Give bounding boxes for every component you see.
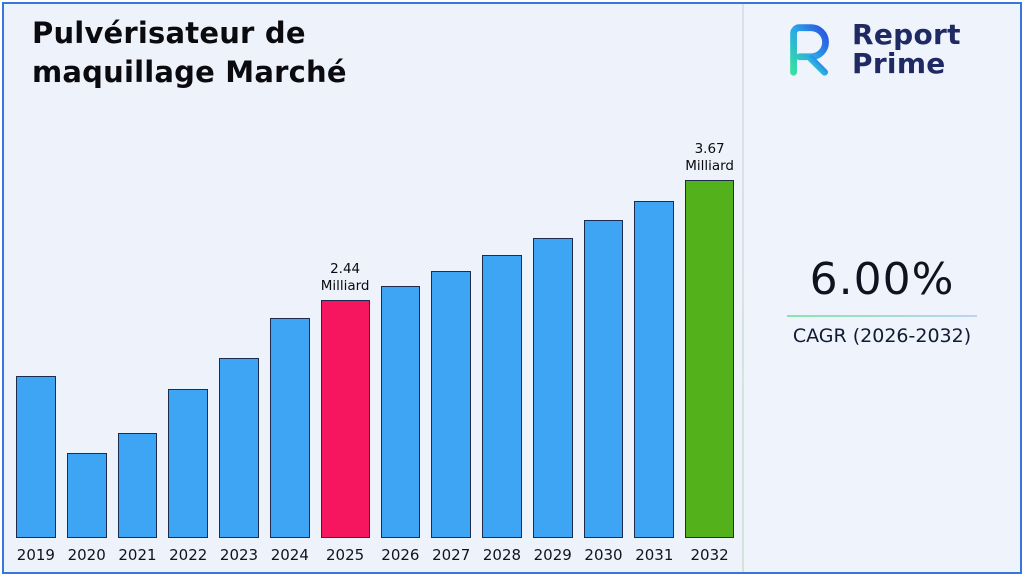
cagr-value: 6.00% <box>809 254 955 305</box>
bar-column-2024: 2024 <box>269 116 310 564</box>
bar-2026 <box>380 286 421 538</box>
cagr-block: 6.00% CAGR (2026-2032) <box>744 254 1020 347</box>
x-axis-label-2031: 2031 <box>635 546 674 564</box>
bar-value-label-2032: 3.67 Milliard <box>685 140 734 175</box>
cagr-label: CAGR (2026-2032) <box>792 325 972 347</box>
bar-column-2026: 2026 <box>380 116 421 564</box>
x-axis-label-2021: 2021 <box>118 546 157 564</box>
bar-column-2021: 2021 <box>117 116 158 564</box>
bar-2027 <box>431 271 472 538</box>
x-axis-label-2022: 2022 <box>169 546 208 564</box>
bar-column-2019: 2019 <box>16 116 56 564</box>
x-axis-label-2019: 2019 <box>16 546 55 564</box>
bar-2019 <box>16 376 56 538</box>
bar-column-2023: 2023 <box>219 116 259 564</box>
report-prime-logo: Report Prime <box>780 18 961 80</box>
bar-column-2028: 2028 <box>482 116 522 564</box>
bar-2029 <box>532 238 573 538</box>
x-axis-label-2028: 2028 <box>482 546 522 564</box>
bar-column-2030: 2030 <box>583 116 624 564</box>
report-prime-logo-text: Report Prime <box>852 17 961 80</box>
x-axis-label-2020: 2020 <box>67 546 106 564</box>
x-axis-label-2027: 2027 <box>432 546 471 564</box>
bar-2030 <box>583 220 624 538</box>
market-bar-chart: 2019 2020 2021 2022 2023 2024 2.44 Milliard 2025… <box>16 116 734 564</box>
report-prime-logo-icon <box>790 24 829 76</box>
bar-2025 <box>320 300 370 538</box>
bar-2020 <box>66 453 107 538</box>
x-axis-label-2026: 2026 <box>381 546 420 564</box>
bar-column-2029: 2029 <box>532 116 573 564</box>
bar-2022 <box>168 389 209 538</box>
cagr-underline <box>787 315 977 317</box>
x-axis-label-2029: 2029 <box>533 546 572 564</box>
x-axis-label-2025: 2025 <box>326 546 365 564</box>
bar-2031 <box>634 201 675 538</box>
logo-text-prime: Prime <box>852 47 946 80</box>
bar-2021 <box>117 433 158 538</box>
x-axis-label-2032: 2032 <box>690 546 729 564</box>
x-axis-label-2023: 2023 <box>219 546 259 564</box>
bar-column-2022: 2022 <box>168 116 209 564</box>
bar-column-2020: 2020 <box>66 116 107 564</box>
bar-2028 <box>482 255 522 538</box>
page-title-line1: Pulvérisateur de <box>32 16 306 50</box>
bar-column-2027: 2027 <box>431 116 472 564</box>
side-panel: Report Prime 6.00% CAGR (2026-2032) <box>744 4 1020 572</box>
panel-divider <box>742 4 744 572</box>
x-axis-label-2030: 2030 <box>584 546 623 564</box>
bar-value-label-2025: 2.44 Milliard <box>320 260 370 295</box>
bar-column-2032: 3.67 Milliard 2032 <box>685 116 734 564</box>
bar-column-2025: 2.44 Milliard 2025 <box>320 116 370 564</box>
bar-2032 <box>685 180 734 538</box>
page-title: Pulvérisateur de maquillage Marché <box>32 14 347 92</box>
logo-text-report: Report <box>852 17 961 51</box>
bar-2024 <box>269 318 310 538</box>
bar-2023 <box>219 358 259 538</box>
x-axis-label-2024: 2024 <box>270 546 309 564</box>
bar-column-2031: 2031 <box>634 116 675 564</box>
page-title-line2: maquillage Marché <box>32 55 347 90</box>
